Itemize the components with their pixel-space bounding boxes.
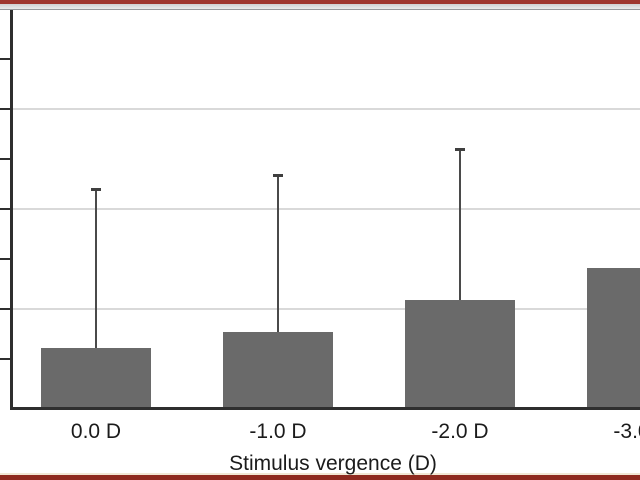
bar-3 bbox=[587, 268, 640, 409]
y-tick bbox=[0, 158, 11, 160]
error-bar-2 bbox=[459, 148, 461, 300]
x-axis-line bbox=[10, 407, 640, 410]
y-tick bbox=[0, 258, 11, 260]
y-tick bbox=[0, 108, 11, 110]
y-axis-line bbox=[10, 10, 13, 410]
bottom-red-border bbox=[0, 475, 640, 480]
bar-0 bbox=[41, 348, 151, 409]
bottom-cream-line bbox=[0, 473, 640, 475]
y-tick bbox=[0, 308, 11, 310]
y-tick bbox=[0, 58, 11, 60]
error-bar-1 bbox=[277, 174, 279, 332]
bar-2 bbox=[405, 300, 515, 409]
top-gray-band bbox=[0, 4, 640, 10]
x-tick-label-1: -1.0 D bbox=[249, 420, 307, 443]
gridline-3 bbox=[13, 108, 640, 110]
x-axis-title: Stimulus vergence (D) bbox=[229, 452, 437, 475]
x-tick-label-3: -3.0 D bbox=[613, 420, 640, 443]
bar-1 bbox=[223, 332, 333, 409]
y-tick bbox=[0, 358, 11, 360]
x-tick-label-0: 0.0 D bbox=[70, 420, 122, 443]
error-bar-0 bbox=[95, 188, 97, 348]
error-bar-cap-2 bbox=[455, 148, 465, 151]
error-bar-cap-0 bbox=[91, 188, 101, 191]
gridline-2 bbox=[13, 208, 640, 210]
x-tick-label-2: -2.0 D bbox=[431, 420, 489, 443]
gridline-1 bbox=[13, 308, 640, 310]
error-bar-cap-1 bbox=[273, 174, 283, 177]
y-tick bbox=[0, 208, 11, 210]
top-red-border bbox=[0, 0, 640, 4]
